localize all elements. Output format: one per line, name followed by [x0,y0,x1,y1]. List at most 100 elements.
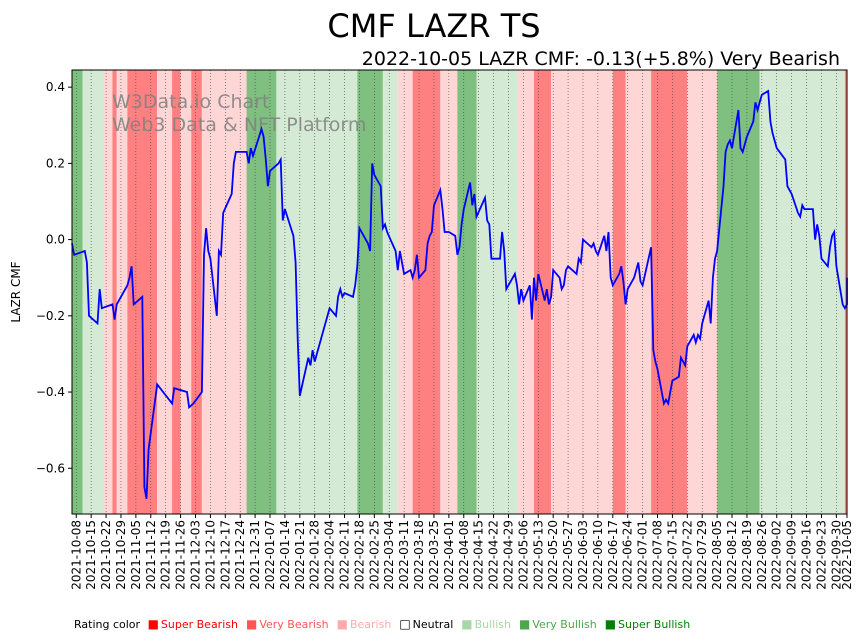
x-tick-label: 2022-02-18 [352,520,366,590]
rating-band [157,70,173,514]
legend-item: ■ Bearish [337,617,396,631]
x-axis: 2021-10-08 2021-10-15 2021-10-22 2021-10-29… [69,514,854,590]
x-tick-label: 2021-11-12 [144,520,158,590]
rating-band [397,70,413,514]
x-tick-label: 2021-11-26 [174,520,188,590]
x-tick-label: 2021-12-24 [233,520,247,590]
rating-band [476,70,517,514]
x-tick-label: 2022-09-02 [770,520,784,590]
x-tick-label: 2021-12-03 [188,520,202,590]
x-tick-label: 2021-10-22 [99,520,113,590]
x-tick-label: 2021-10-08 [69,520,83,590]
rating-band [759,70,845,514]
legend-swatch-icon: ■ [461,617,473,631]
x-tick-label: 2022-03-04 [382,520,396,590]
x-tick-label: 2022-04-15 [472,520,486,590]
legend-label: Neutral [412,618,454,631]
legend-item: ■ Bullish [461,617,515,631]
legend-label: Bearish [349,618,392,631]
chart-title: CMF LAZR TS [327,7,540,45]
rating-bands [72,70,847,514]
legend-item: ■ Super Bullish [605,617,694,631]
rating-band [612,70,626,514]
rating-band [72,70,83,514]
x-tick-label: 2022-10-05 [840,520,854,590]
legend-label: Bullish [474,618,511,631]
legend-swatch-icon: ■ [147,617,159,631]
cmf-series-line [71,89,848,499]
x-tick-label: 2022-08-19 [740,520,754,590]
x-tick-label: 2022-05-20 [546,520,560,590]
x-tick-label: 2022-08-05 [710,520,724,590]
rating-band [412,70,441,514]
x-tick-label: 2022-04-29 [501,520,515,590]
legend-label: Super Bearish [160,618,238,631]
x-tick-label: 2022-06-03 [576,520,590,590]
chart-subtitle: 2022-10-05 LAZR CMF: -0.13(+5.8%) Very B… [362,48,840,70]
rating-band [116,70,128,514]
plot-frame [71,69,848,515]
rating-band [191,70,202,514]
x-tick-label: 2022-05-27 [561,520,575,590]
legend-item: □ Neutral [399,617,457,631]
rating-band [127,70,158,514]
x-tick-label: 2021-11-05 [129,520,143,590]
rating-band [457,70,477,514]
x-tick-label: 2022-09-09 [785,520,799,590]
rating-band [276,70,358,514]
y-tick-label: −0.6 [36,461,65,475]
rating-band [82,70,104,514]
x-tick-label: 2022-04-01 [442,520,456,590]
rating-band [844,70,847,514]
x-tick-label: 2022-04-08 [457,520,471,590]
y-tick-label: −0.2 [36,309,65,323]
legend-swatch-icon: ■ [519,617,531,631]
x-tick-label: 2021-12-10 [203,520,217,590]
x-tick-label: 2021-12-31 [248,520,262,590]
rating-band [172,70,181,514]
legend-items: ■ Super Bearish ■ Very Bearish ■ Bearish □ Neut… [148,617,699,631]
x-tick-label: 2022-02-11 [338,520,352,590]
y-tick-label: −0.4 [36,385,65,399]
rating-band [625,70,652,514]
x-tick-label: 2021-10-29 [114,520,128,590]
x-tick-label: 2022-03-25 [427,520,441,590]
x-tick-label: 2022-03-11 [397,520,411,590]
rating-band [112,70,117,514]
rating-legend: Rating color ■ Super Bearish ■ Very Bearish… [74,617,702,631]
x-tick-label: 2021-12-17 [218,520,232,590]
legend-swatch-icon: ■ [336,617,348,631]
legend-label: Very Bullish [532,618,597,631]
legend-title: Rating color [74,618,141,631]
rating-band [717,70,760,514]
rating-band [516,70,535,514]
y-tick-label: 0.2 [46,156,65,170]
x-tick-label: 2022-08-12 [725,520,739,590]
x-tick-label: 2022-07-29 [695,520,709,590]
watermark-line2: Web3 Data & NFT Platform [112,114,366,136]
y-axis-label: LAZR CMF [9,261,23,322]
x-tick-label: 2022-05-13 [531,520,545,590]
x-tick-label: 2022-01-14 [278,520,292,590]
x-tick-label: 2022-09-30 [829,520,843,590]
y-tick-label: 0.4 [46,80,65,94]
rating-band [551,70,613,514]
legend-swatch-icon: □ [399,617,411,631]
y-axis: 0.4 0.2 0.0 −0.2 −0.4 −0.6 [36,80,72,475]
y-tick-label: 0.0 [46,233,65,247]
x-tick-label: 2021-11-19 [159,520,173,590]
x-tick-label: 2022-07-22 [680,520,694,590]
x-tick-label: 2022-01-07 [263,520,277,590]
x-tick-label: 2022-03-18 [412,520,426,590]
rating-band [103,70,113,514]
watermark-line1: W3Data.io Chart [112,91,269,113]
legend-item: ■ Very Bearish [246,617,333,631]
legend-item: ■ Very Bullish [519,617,601,631]
legend-swatch-icon: ■ [604,617,617,631]
rating-band [357,70,383,514]
x-tick-label: 2022-09-16 [800,520,814,590]
x-tick-label: 2022-01-28 [308,520,322,590]
rating-band [651,70,688,514]
x-tick-label: 2022-02-04 [323,520,337,590]
